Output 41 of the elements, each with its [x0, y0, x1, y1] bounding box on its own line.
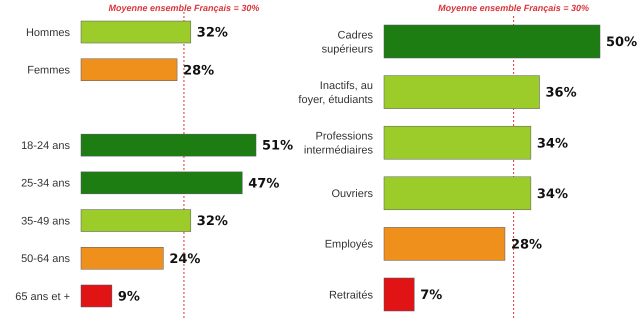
data-label: 9% [118, 290, 140, 305]
bar [384, 126, 532, 160]
y-tick-label: Femmes [27, 64, 70, 77]
y-tick-label: 35-49 ans [21, 215, 70, 228]
data-label: 47% [248, 176, 280, 192]
ref-line-label: Moyenne ensemble Français = 30% [108, 3, 260, 13]
bar [384, 176, 532, 210]
bar [384, 278, 414, 312]
y-tick-label: 18-24 ans [21, 140, 70, 152]
data-label: 24% [169, 252, 200, 267]
data-label: 50% [606, 35, 638, 50]
data-label: 34% [536, 186, 568, 202]
data-label: 36% [546, 86, 577, 101]
bar [80, 172, 243, 194]
data-label: 7% [420, 288, 442, 304]
y-tick-label: Retraités [328, 289, 374, 302]
y-tick-label: Cadres supérieurs [322, 29, 374, 56]
bar [80, 284, 112, 308]
bar [80, 20, 192, 44]
y-tick-label: Employés [324, 238, 374, 251]
y-tick-label: 50-64 ans [21, 253, 70, 266]
bar [80, 58, 178, 81]
data-label: 34% [536, 136, 568, 152]
data-label: 32% [196, 214, 228, 230]
y-tick-label: 65 ans et + [15, 290, 70, 303]
data-label: 32% [196, 26, 228, 41]
y-tick-label: 25-34 ans [21, 178, 70, 190]
data-label: 28% [183, 63, 214, 78]
bar [80, 247, 164, 270]
data-label: 51% [262, 138, 294, 154]
bar [80, 209, 192, 232]
bar [384, 24, 600, 58]
y-tick-label: Hommes [26, 26, 70, 39]
bar [80, 134, 256, 156]
data-label: 28% [510, 237, 542, 252]
y-tick-label: Professions intermédiaires [304, 130, 374, 157]
bar [384, 75, 540, 109]
y-tick-label: Inactifs, au foyer, étudiants [298, 80, 374, 106]
bar [384, 227, 506, 261]
y-tick-label: Ouvriers [331, 188, 374, 200]
ref-line-label: Moyenne ensemble Français = 30% [438, 3, 590, 13]
